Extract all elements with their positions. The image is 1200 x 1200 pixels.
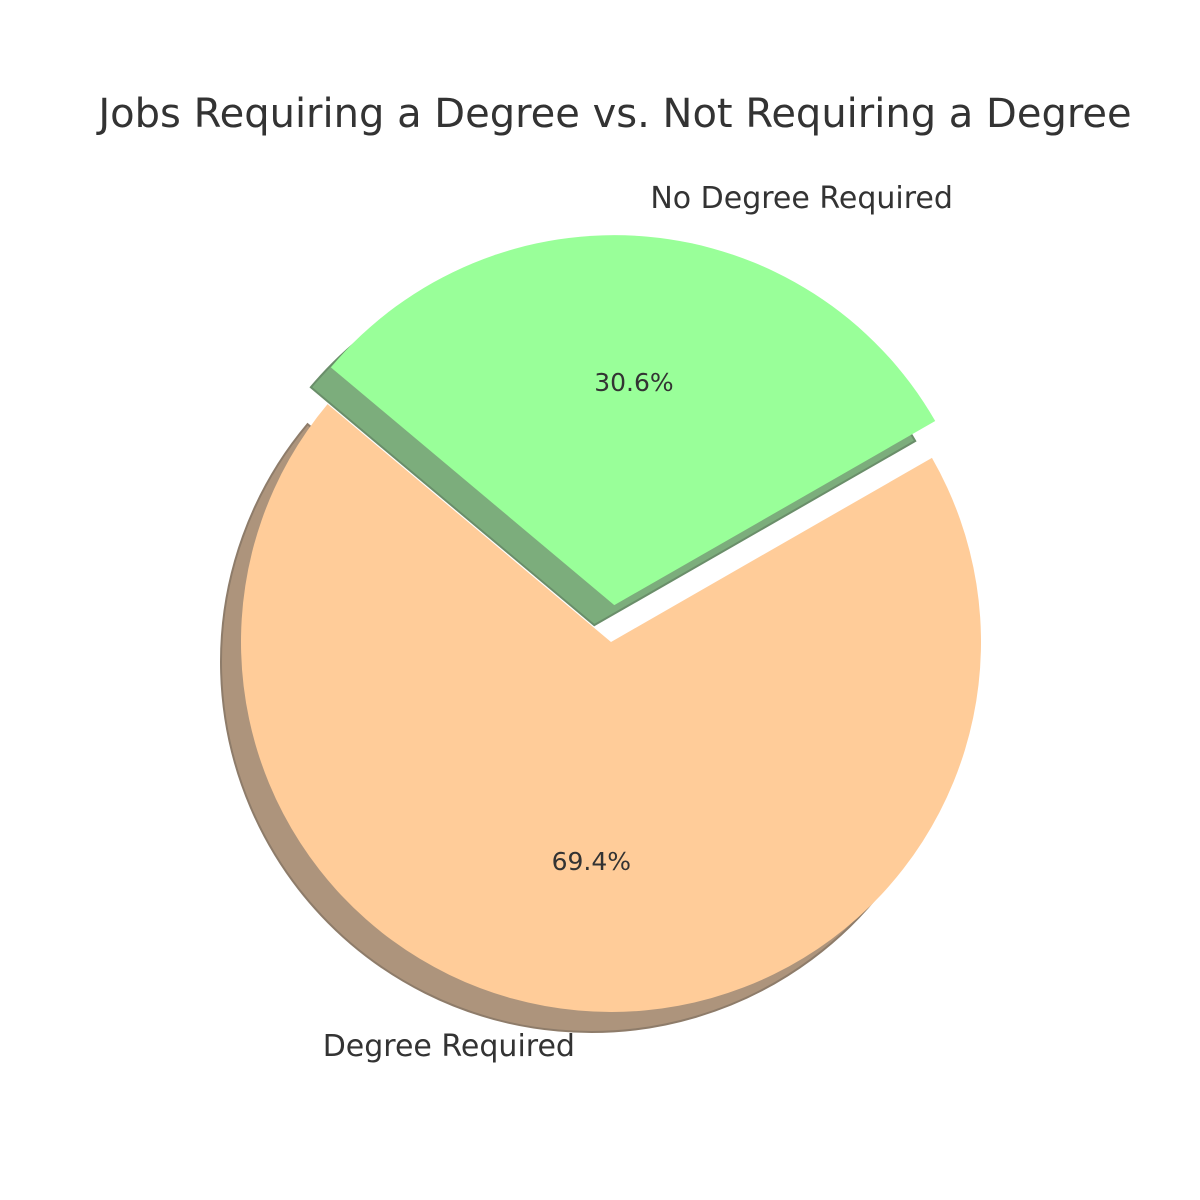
chart-title: Jobs Requiring a Degree vs. Not Requirin… [95,91,1131,137]
slice-label-no-degree-required: No Degree Required [650,181,953,216]
pie-slice-no-degree-required [330,235,936,606]
label-layer: Degree Required 69.4% No Degree Required 30… [323,181,953,1064]
pct-label-degree-required: 69.4% [552,847,631,876]
pie-slice-degree-required [241,404,981,1012]
slice-layer [241,235,981,1012]
pct-label-no-degree-required: 30.6% [594,368,673,397]
slice-label-degree-required: Degree Required [323,1029,575,1064]
